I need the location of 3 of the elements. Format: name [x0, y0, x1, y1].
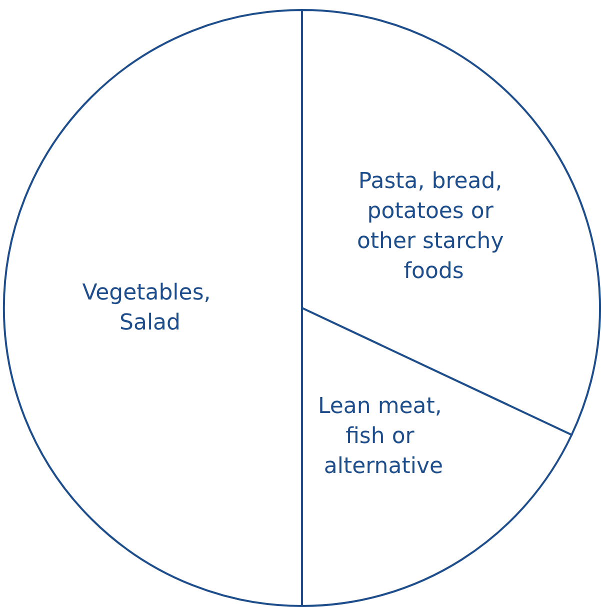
slice-label: Lean meat, fish or alternative	[318, 394, 449, 479]
slice-label: Pasta, bread, potatoes or other starchy foods	[356, 169, 504, 284]
slice-label: Vegetables, Salad	[82, 280, 218, 336]
